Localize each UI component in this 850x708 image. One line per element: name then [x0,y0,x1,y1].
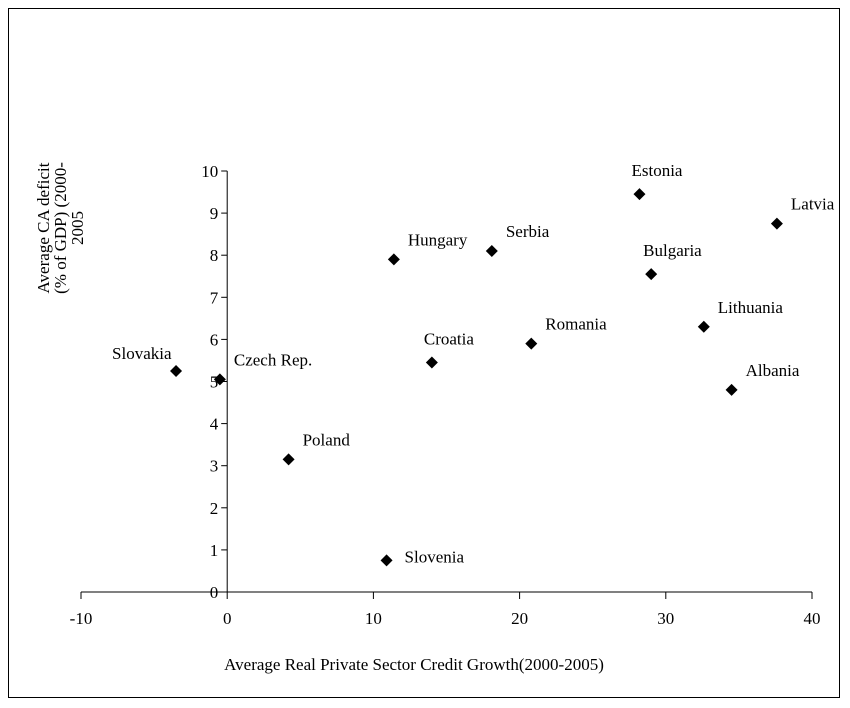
data-point-label: Slovenia [405,547,465,566]
data-point [213,373,226,386]
data-point [633,188,646,201]
y-tick-label: 4 [210,415,219,434]
y-tick-label: 0 [210,583,219,602]
data-point-label: Bulgaria [643,241,702,260]
y-tick-label: 8 [210,246,219,265]
x-axis-title: Average Real Private Sector Credit Growt… [224,655,604,674]
x-tick-label: 30 [657,609,674,628]
data-point-label: Lithuania [718,298,784,317]
y-tick-label: 1 [210,541,219,560]
y-axis-title: Average CA deficit(% of GDP) (2000-2005 [34,162,87,294]
data-point-label: Latvia [791,195,835,214]
y-tick-label: 6 [210,330,219,349]
x-tick-label: 40 [804,609,821,628]
data-point-label: Serbia [506,222,550,241]
y-tick-label: 2 [210,499,219,518]
data-point [770,217,783,230]
y-tick-label: 9 [210,204,219,223]
y-tick-label: 3 [210,457,219,476]
data-point-label: Croatia [424,330,474,349]
data-point-label: Czech Rep. [234,350,312,369]
data-point-label: Estonia [631,161,682,180]
data-point-label: Slovakia [112,344,172,363]
data-point [425,356,438,369]
y-tick-label: 7 [210,288,219,307]
y-tick-label: 10 [201,162,218,181]
x-tick-label: -10 [70,609,93,628]
y-axis-title-line: (% of GDP) (2000- [51,162,70,294]
y-tick-label: 5 [210,373,219,392]
data-point [387,253,400,266]
data-point [697,320,710,333]
data-point [645,268,658,281]
data-point [170,364,183,377]
data-point [525,337,538,350]
x-tick-label: 0 [223,609,232,628]
data-point [282,453,295,466]
data-point-label: Hungary [408,230,468,249]
chart-frame [8,8,840,698]
y-axis-title-line: Average CA deficit [34,162,53,293]
data-point-label: Romania [545,315,607,334]
x-tick-label: 20 [511,609,528,628]
y-axis-title-line: 2005 [68,211,87,245]
data-point [485,244,498,257]
data-point [725,383,738,396]
data-point-label: Poland [303,430,351,449]
data-point-label: Albania [746,361,800,380]
data-point [380,554,393,567]
x-tick-label: 10 [365,609,382,628]
